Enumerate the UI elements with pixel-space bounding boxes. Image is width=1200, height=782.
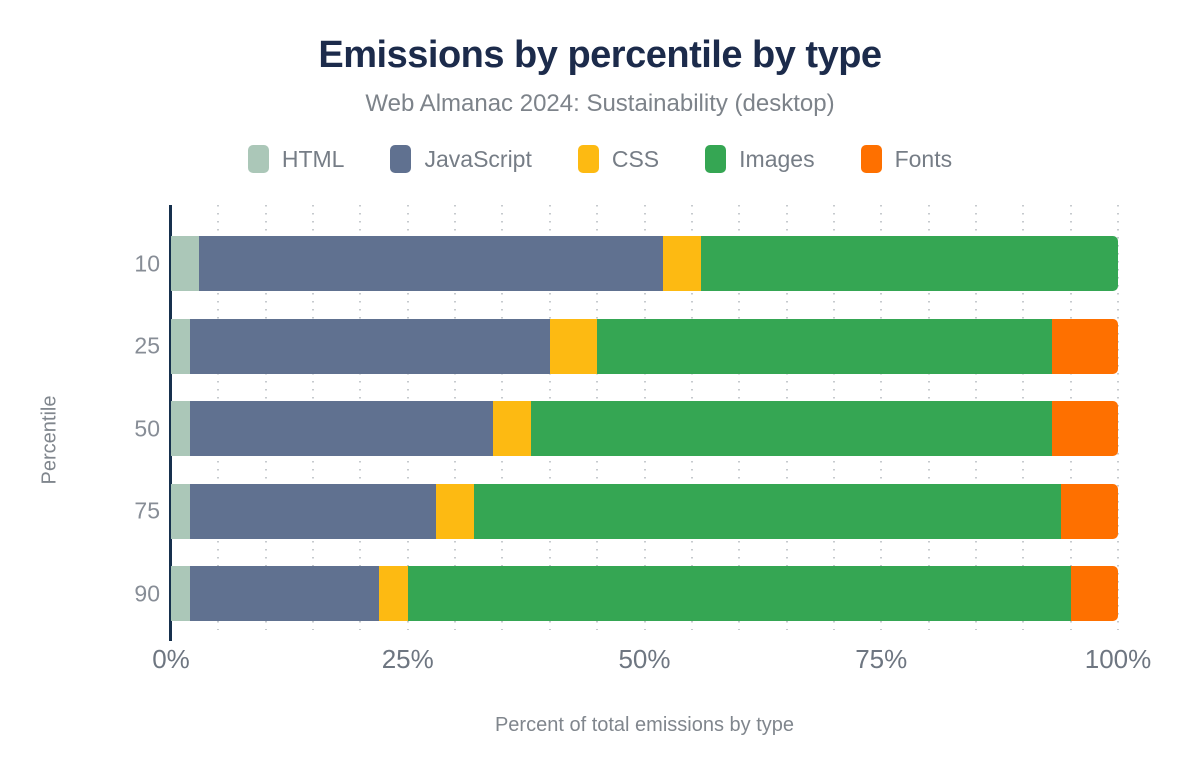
- bar-segment-html-p25: [171, 318, 190, 374]
- bar-segment-html-p10: [171, 236, 200, 291]
- legend-swatch-css: [577, 145, 599, 173]
- bar-segment-fonts-p50: [1051, 401, 1118, 456]
- bar-segment-images-p25: [597, 318, 1052, 374]
- legend-item-html: HTML: [247, 145, 345, 173]
- bar-segment-css-p10: [663, 236, 702, 291]
- bar-segment-images-p90: [407, 566, 1071, 621]
- x-tick-label-50: 50%: [618, 644, 671, 674]
- bar-segment-images-p50: [530, 401, 1052, 456]
- bar-segment-css-p25: [549, 318, 598, 374]
- legend-item-images: Images: [705, 145, 815, 173]
- legend: HTML JavaScript CSS Images Fonts: [0, 142, 1200, 176]
- plot-area: [169, 205, 1119, 641]
- legend-label-images: Images: [739, 145, 815, 172]
- bar-segment-javascript-p10: [199, 236, 664, 291]
- legend-item-fonts: Fonts: [860, 145, 953, 173]
- bar-row-percentile-10: [171, 236, 1118, 291]
- chart-title: Emissions by percentile by type: [318, 34, 882, 76]
- bar-segment-fonts-p90: [1070, 566, 1118, 621]
- x-tick-label-0: 0%: [152, 644, 190, 674]
- x-axis-title: Percent of total emissions by type: [494, 714, 795, 736]
- bar-segment-html-p90: [171, 566, 190, 621]
- legend-label-html: HTML: [281, 145, 345, 172]
- bar-segment-html-p75: [171, 483, 190, 539]
- legend-swatch-images: [705, 145, 727, 173]
- y-axis-line: [169, 205, 172, 641]
- bar-segment-css-p75: [436, 483, 475, 539]
- legend-swatch-fonts: [860, 145, 882, 173]
- bar-segment-images-p75: [474, 483, 1062, 539]
- bar-segment-javascript-p25: [189, 318, 550, 374]
- legend-label-css: CSS: [611, 145, 660, 172]
- y-tick-label-90: 90: [134, 580, 160, 606]
- x-axis-ticks: 0% 25% 50% 75% 100%: [152, 644, 1151, 676]
- bar-segment-html-p50: [171, 401, 190, 456]
- x-tick-label-25: 25%: [381, 644, 434, 674]
- x-tick-label-75: 75%: [855, 644, 908, 674]
- legend-label-javascript: JavaScript: [424, 145, 532, 172]
- bar-segment-fonts-p25: [1051, 318, 1118, 374]
- bar-segment-javascript-p75: [189, 483, 437, 539]
- bar-segment-images-p10: [701, 236, 1118, 291]
- bar-segment-javascript-p50: [189, 401, 493, 456]
- y-tick-label-25: 25: [134, 332, 160, 359]
- bar-segment-css-p90: [379, 566, 408, 621]
- y-axis-ticks: 10 25 50 75 90: [0, 205, 160, 630]
- bar-row-percentile-75: [171, 483, 1118, 539]
- bar-segment-fonts-p75: [1061, 483, 1118, 539]
- chart-subtitle: Web Almanac 2024: Sustainability (deskto…: [365, 90, 835, 117]
- bar-row-percentile-90: [171, 566, 1118, 621]
- legend-swatch-javascript: [390, 145, 412, 173]
- legend-item-javascript: JavaScript: [390, 145, 532, 173]
- legend-item-css: CSS: [577, 145, 660, 173]
- y-tick-label-10: 10: [134, 250, 160, 276]
- legend-swatch-html: [247, 145, 269, 173]
- bar-row-percentile-25: [171, 318, 1118, 374]
- y-tick-label-75: 75: [134, 497, 160, 524]
- y-tick-label-50: 50: [134, 415, 160, 441]
- bar-segment-javascript-p90: [189, 566, 380, 621]
- x-tick-label-100: 100%: [1084, 644, 1152, 674]
- legend-label-fonts: Fonts: [894, 145, 953, 172]
- gridline-100pct: [1117, 205, 1119, 630]
- bar-segment-css-p50: [492, 401, 531, 456]
- bar-row-percentile-50: [171, 401, 1118, 456]
